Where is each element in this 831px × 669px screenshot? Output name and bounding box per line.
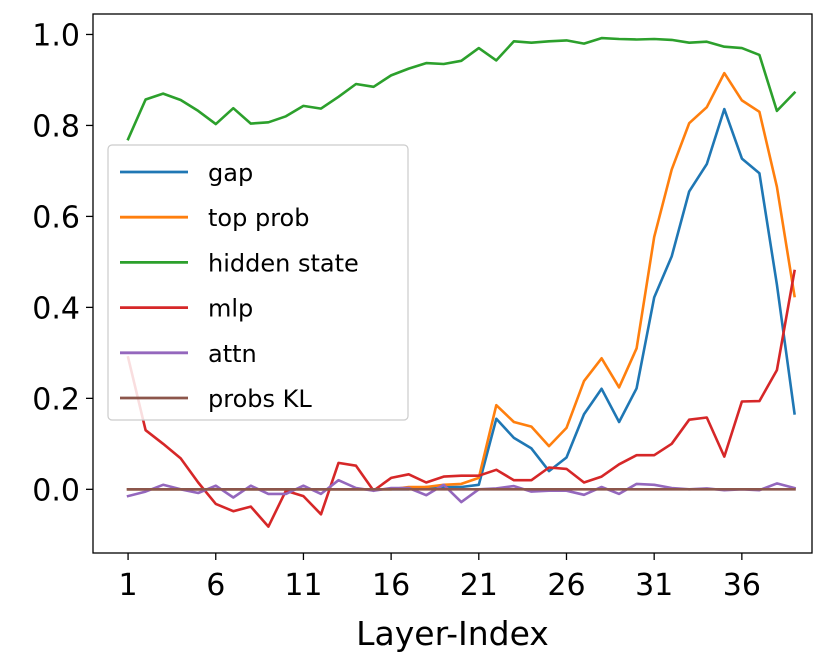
y-tick-label: 0.0 (32, 473, 80, 508)
legend: gap top prob hidden state mlp attn probs KL (107, 144, 409, 421)
series-lines (126, 36, 797, 528)
series-line-mlp (126, 269, 797, 528)
legend-label: mlp (208, 295, 253, 323)
plot-frame (92, 13, 813, 554)
x-tick-label: 6 (206, 568, 225, 603)
x-tick-label: 26 (547, 568, 585, 603)
y-tick-label: 0.4 (32, 291, 80, 326)
legend-label: hidden state (208, 249, 359, 277)
legend-label: attn (208, 340, 257, 368)
x-tick-label: 21 (460, 568, 498, 603)
x-tick-label: 16 (372, 568, 410, 603)
x-tick-label: 31 (635, 568, 673, 603)
series-line-hidden-state (126, 36, 797, 141)
x-tick-label: 1 (119, 568, 138, 603)
y-tick-label: 0.2 (32, 382, 80, 417)
y-tick-label: 0.6 (32, 200, 80, 235)
x-axis-label: Layer-Index (356, 614, 549, 653)
legend-label: top prob (208, 204, 309, 232)
legend-box (107, 144, 409, 421)
legend-label: probs KL (208, 385, 312, 413)
axis-ticks: 1 6 11 16 21 26 31 360.00.20.40.60.81.0 (32, 18, 761, 603)
y-tick-label: 1.0 (32, 18, 80, 53)
legend-label: gap (208, 159, 253, 187)
x-tick-label: 11 (284, 568, 322, 603)
y-tick-label: 0.8 (32, 109, 80, 144)
x-tick-label: 36 (723, 568, 761, 603)
